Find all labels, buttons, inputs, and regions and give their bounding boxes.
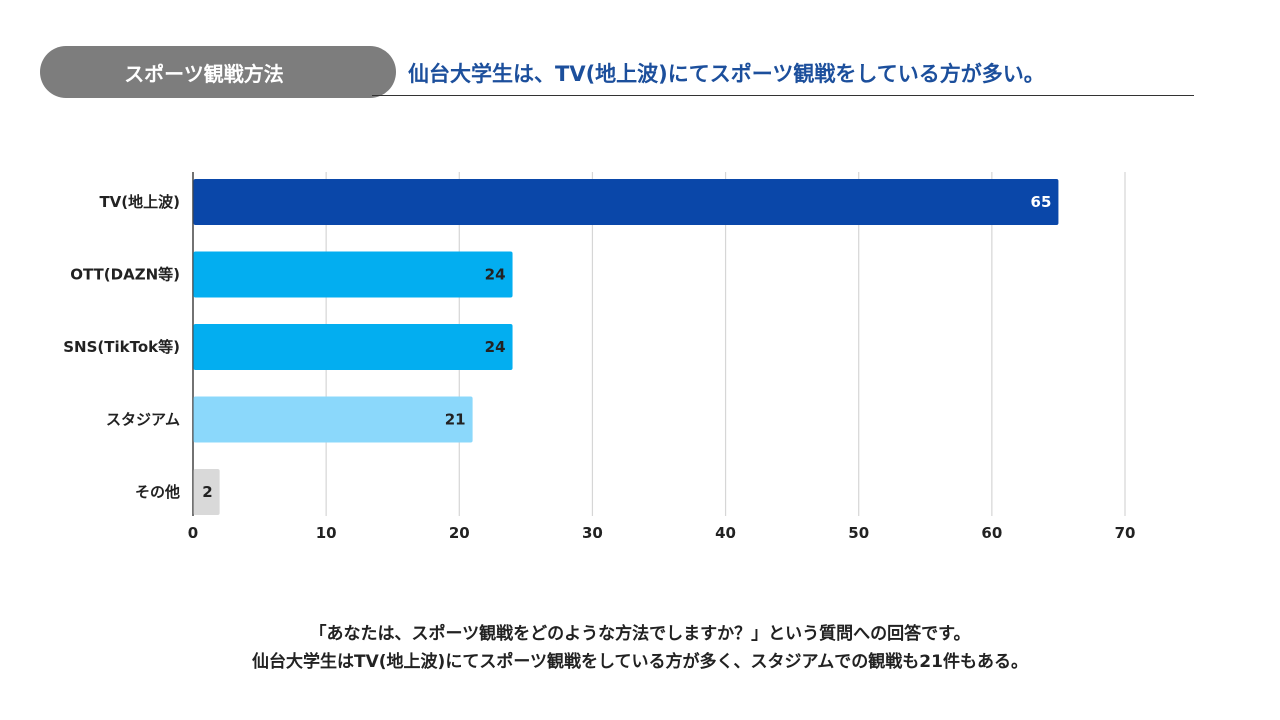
section-title-pill: スポーツ観戦方法 <box>40 46 396 98</box>
bar <box>193 179 1059 225</box>
category-label: スタジアム <box>106 411 180 429</box>
x-tick-label: 10 <box>316 524 337 542</box>
bar <box>193 324 513 370</box>
caption-line-1: 「あなたは、スポーツ観戦をどのような方法でしますか？」という質問への回答です。 <box>309 624 971 644</box>
caption: 「あなたは、スポーツ観戦をどのような方法でしますか？」という質問への回答です。 … <box>0 620 1280 676</box>
x-tick-label: 30 <box>582 524 603 542</box>
bars: 65 24 24 21 2 <box>193 179 1059 515</box>
bar-chart: 65 24 24 21 2 TV(地上波) OTT(DAZN等) SNS(TikTok等) ス… <box>63 172 1136 542</box>
x-tick-labels: 0 10 20 30 40 50 60 70 <box>188 524 1136 542</box>
x-tick-label: 0 <box>188 524 198 542</box>
headline: 仙台大学生は、TV(地上波)にてスポーツ観戦をしている方が多い。 <box>408 62 1045 86</box>
category-label: その他 <box>135 483 180 501</box>
data-label: 24 <box>485 338 506 356</box>
category-label: OTT(DAZN等) <box>70 266 180 284</box>
data-label: 24 <box>485 266 506 284</box>
bar <box>193 251 513 298</box>
x-tick-label: 70 <box>1115 524 1136 542</box>
x-tick-label: 20 <box>449 524 470 542</box>
category-label: SNS(TikTok等) <box>63 338 180 356</box>
bar <box>193 469 220 515</box>
x-tick-label: 60 <box>981 524 1002 542</box>
data-label: 65 <box>1031 193 1052 211</box>
header-divider <box>372 95 1194 96</box>
data-label: 21 <box>445 411 466 429</box>
data-label: 2 <box>202 483 212 501</box>
x-tick-label: 40 <box>715 524 736 542</box>
x-tick-label: 50 <box>848 524 869 542</box>
category-label: TV(地上波) <box>99 193 180 211</box>
caption-line-2: 仙台大学生はTV(地上波)にてスポーツ観戦をしている方が多く、スタジアムでの観戦… <box>252 652 1028 672</box>
section-title: スポーツ観戦方法 <box>124 61 284 86</box>
bar <box>193 396 473 443</box>
